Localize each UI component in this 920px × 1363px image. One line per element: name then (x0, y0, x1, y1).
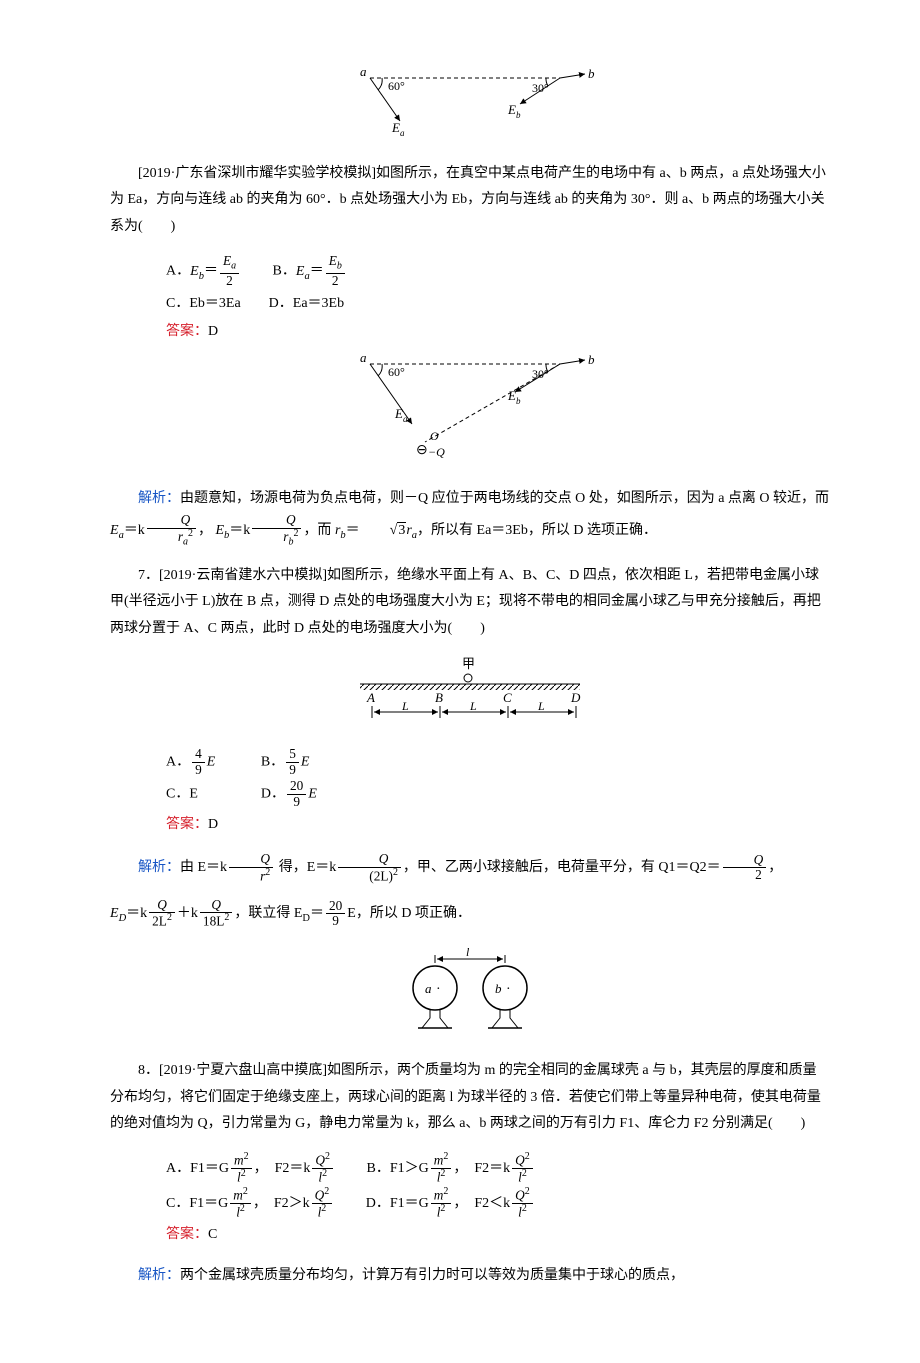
svg-text:C: C (503, 690, 512, 705)
svg-text:Ea: Ea (394, 406, 408, 424)
svg-text:Ea: Ea (391, 120, 405, 136)
q8-number: 8． (138, 1063, 159, 1078)
q8-options: A．F1＝Gm2l2， F2＝kQ2l2 B．F1＞Gm2l2， F2＝kQ2l… (110, 1152, 830, 1249)
answer-label: 答案： (166, 324, 208, 339)
svg-text:O: O (430, 429, 439, 443)
answer-label: 答案： (166, 1227, 208, 1242)
svg-text:b: b (588, 352, 595, 367)
q8-explanation: 解析：两个金属球壳质量分布均匀，计算万有引力时可以等效为质量集中于球心的质点， (110, 1263, 830, 1290)
svg-text:b: b (495, 981, 502, 996)
svg-text:·: · (506, 982, 511, 997)
q7-answer: 答案：D (166, 812, 830, 839)
svg-text:60°: 60° (388, 365, 405, 379)
q6-figure-2: a b 60° 30° Ea Eb O ⊖ −Q (110, 352, 830, 473)
q7-option-c-d: C．E D．209E (166, 779, 830, 809)
explain-label: 解析： (138, 491, 180, 506)
svg-text:30°: 30° (532, 367, 549, 381)
svg-text:Eb: Eb (507, 102, 521, 120)
q8-answer: 答案：C (166, 1222, 830, 1249)
svg-text:a: a (360, 352, 367, 365)
q7-explanation-line2: ED＝kQ2L2＋kQ18L2，联立得 ED＝209E，所以 D 项正确． (110, 898, 830, 930)
q8-stem: 8．[2019·宁夏六盘山高中摸底]如图所示，两个质量均为 m 的完全相同的金属… (110, 1058, 830, 1138)
q6-options: A．Eb＝Ea2 B．Ea＝Eb2 C．Eb＝3Ea D．Ea＝3Eb 答案：D (110, 254, 830, 345)
q7-options: A．49E B．59E C．E D．209E 答案：D (110, 747, 830, 838)
q7-number: 7． (138, 568, 159, 583)
svg-text:L: L (537, 699, 545, 713)
svg-text:L: L (469, 699, 477, 713)
q7-source: [2019·云南省建水六中模拟] (159, 568, 327, 583)
q8-source: [2019·宁夏六盘山高中摸底] (159, 1063, 327, 1078)
q6-source: [2019·广东省深圳市耀华实验学校模拟] (138, 166, 376, 181)
explain-label: 解析： (138, 860, 180, 875)
svg-text:甲: 甲 (462, 656, 475, 671)
svg-text:L: L (401, 699, 409, 713)
svg-text:⊖: ⊖ (416, 443, 428, 458)
svg-text:l: l (466, 945, 470, 959)
q6-option-a-b: A．Eb＝Ea2 B．Ea＝Eb2 (166, 254, 830, 288)
q6-explanation: 解析：由题意知，场源电荷为负点电荷，则－Q 应位于两电场线的交点 O 处，如图所… (110, 486, 830, 548)
svg-text:a: a (360, 66, 367, 79)
svg-text:B: B (435, 690, 443, 705)
svg-text:30°: 30° (532, 81, 549, 95)
q8-option-c-d: C．F1＝Gm2l2， F2＞kQ2l2 D．F1＝Gm2l2， F2＜kQ2l… (166, 1187, 830, 1220)
answer-label: 答案： (166, 817, 208, 832)
q6-stem: [2019·广东省深圳市耀华实验学校模拟]如图所示，在真空中某点电荷产生的电场中… (110, 161, 830, 241)
svg-text:A: A (366, 690, 375, 705)
explain-label: 解析： (138, 1268, 180, 1283)
q8-option-a-b: A．F1＝Gm2l2， F2＝kQ2l2 B．F1＞Gm2l2， F2＝kQ2l… (166, 1152, 830, 1185)
q7-figure: 甲 A B C D L L L (110, 656, 830, 737)
svg-text:b: b (588, 66, 595, 81)
q6-answer: 答案：D (166, 319, 830, 346)
q8-figure: l a · b · (110, 943, 830, 1044)
svg-text:Eb: Eb (507, 388, 521, 406)
q6-figure-1: a b 60° 30° Ea Eb (110, 66, 830, 147)
svg-text:D: D (570, 690, 581, 705)
svg-text:60°: 60° (388, 79, 405, 93)
svg-text:·: · (436, 982, 441, 997)
q6-option-c-d: C．Eb＝3Ea D．Ea＝3Eb (166, 291, 830, 318)
q7-stem: 7．[2019·云南省建水六中模拟]如图所示，绝缘水平面上有 A、B、C、D 四… (110, 563, 830, 643)
q7-option-a-b: A．49E B．59E (166, 747, 830, 777)
svg-text:−Q: −Q (428, 445, 445, 459)
q7-explanation-line1: 解析：由 E＝kQr2 得，E＝kQ(2L)2，甲、乙两小球接触后，电荷量平分，… (110, 852, 830, 884)
svg-text:a: a (425, 981, 432, 996)
